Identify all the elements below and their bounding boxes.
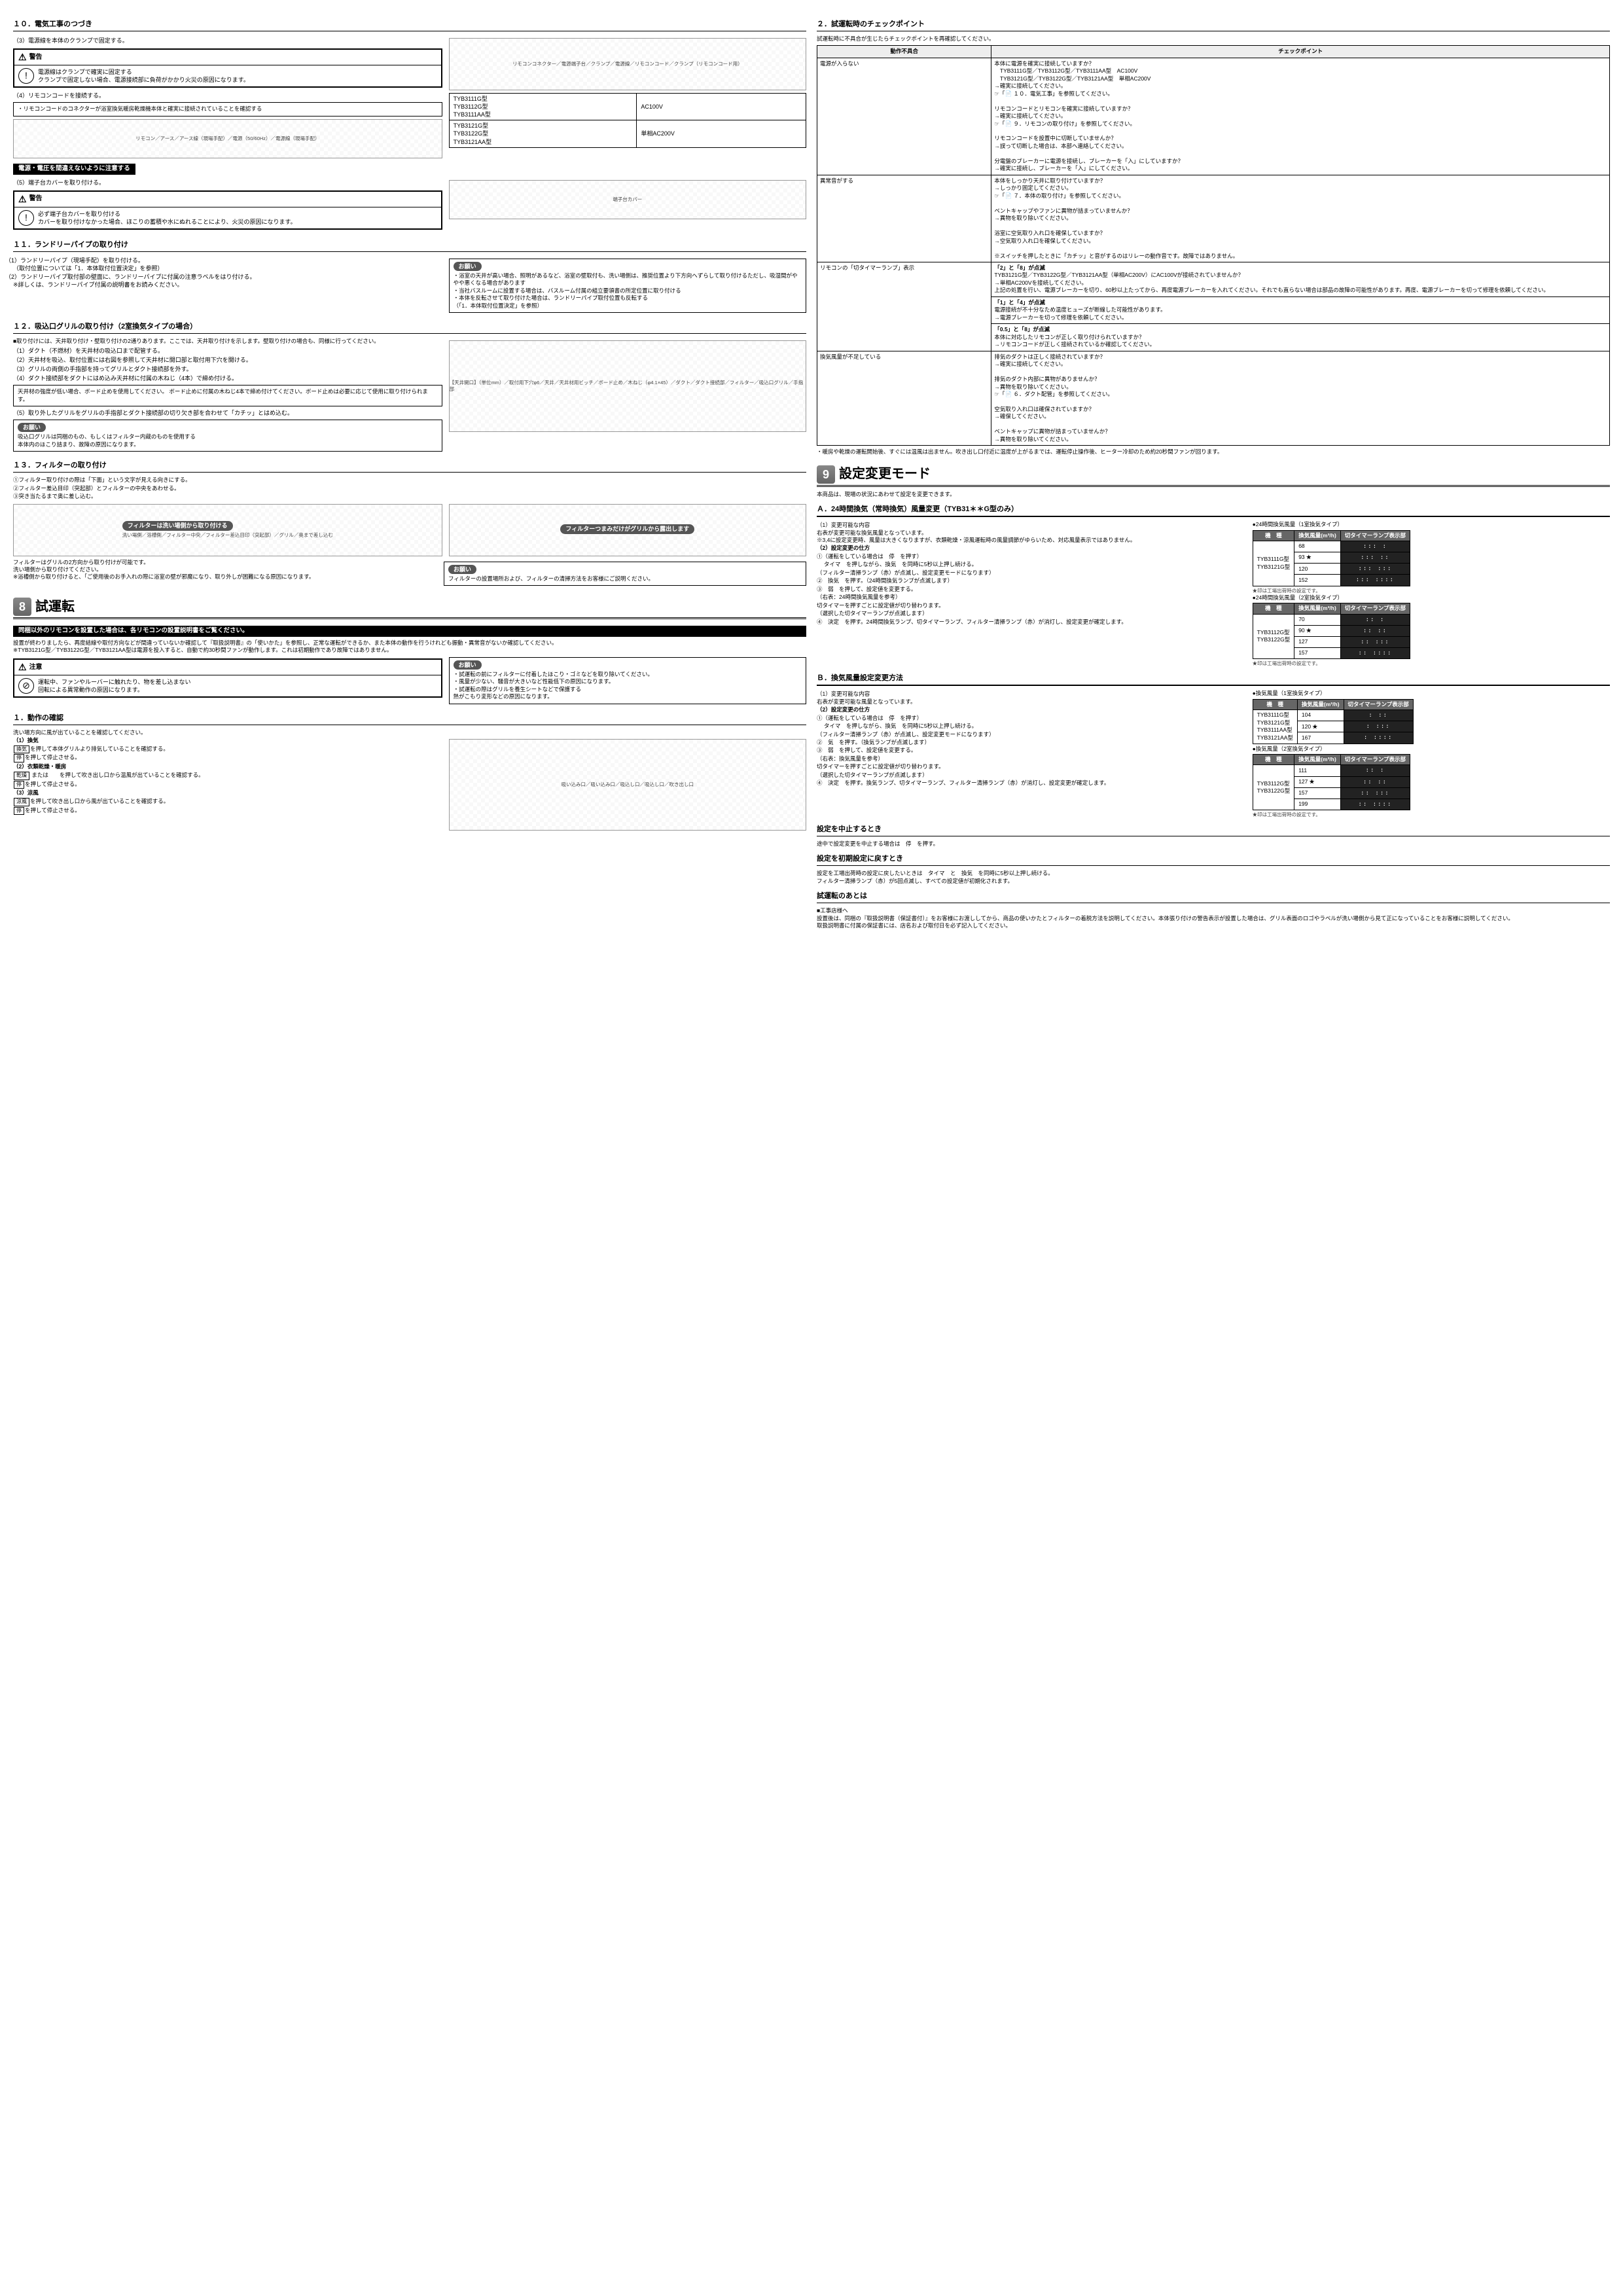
airflow-table-1room-24h: 機 種換気風量(m³/h)切タイマーランプ表示部 TYB3111G型 TYB31… — [1253, 530, 1410, 586]
s10-terminal-cover-figure: 端子台カバー — [449, 180, 806, 219]
warning-label: 警告 — [14, 192, 441, 207]
sec-op1-title: １．動作の確認 — [13, 713, 806, 725]
s11-l1: （1）ランドリーパイプ（現場手配）を取り付ける。 （取付位置については「1．本体… — [13, 257, 442, 272]
sec11-title: １１．ランドリーパイプの取り付け — [13, 240, 806, 252]
s10-p3: （3）電源線を本体のクランプで固定する。 — [21, 37, 442, 45]
s10-p4: （4）リモコンコードを接続する。 — [21, 92, 442, 99]
s13-filter-figure-left: フィルターは洗い場側から取り付ける洗い場側／浴槽側／フィルター中央／フィルター差… — [13, 504, 442, 556]
s8-note: お願い ・試運転の前にフィルターに付着したほこり・ゴミなどを取り除いてください。… — [449, 657, 806, 704]
s12-grille-figure: 【天井開口】（単位mm）／取付用下穴φ6／天井／天井材用ビッチ／ボード止め／木ね… — [449, 340, 806, 432]
s10-warning2: 警告 ! 必ず端子台カバーを取り付ける カバーを取り付けなかった場合、ほこりの蓄… — [13, 190, 442, 230]
model-voltage-table: TYB3111G型 TYB3112G型 TYB3111AA型AC100V TYB… — [449, 93, 806, 148]
kansou-button[interactable]: 乾燥 — [14, 772, 29, 780]
s11-note: お願い ・浴室の天井が高い場合、照明があるなど、浴室の壁取付も、洗い場側は、推奨… — [449, 259, 806, 313]
stop-button[interactable]: 停 — [14, 754, 24, 762]
stop-setting-title: 設定を中止するとき — [817, 825, 1610, 836]
s13-note: お願い フィルターの設置場所および、フィルターの清掃方法をお客様にご説明ください… — [444, 562, 806, 586]
s10-note1: ・リモコンコードのコネクターが浴室換気暖房乾燥機本体と確実に接続されていることを… — [13, 102, 442, 116]
s10-warning1: 警告 ! 電源線はクランプで確実に固定する クランプで固定しない場合、電源接続部… — [13, 48, 442, 88]
mandatory-icon: ! — [18, 68, 34, 84]
airflow-figure: 吸い込み口／吸い込み口／吸込し口／吸込し口／吹き出し口 — [449, 739, 806, 831]
airflow-table-2room-24h: 機 種換気風量(m³/h)切タイマーランプ表示部 TYB3112G型 TYB31… — [1253, 603, 1410, 659]
s10-p5: （5）端子台カバーを取り付ける。 — [21, 179, 442, 187]
section-number-icon: 8 — [13, 598, 31, 616]
note-pill: お願い — [454, 262, 482, 271]
s12-steps: （1）ダクト（不燃材）を天井材の吸込口まで配管する。 （2）天井材を吸込、取付位… — [13, 347, 442, 383]
s10-connector-figure: リモコンコネクター／電源端子台／クランプ／電源線／リモコンコード／クランプ（リモ… — [449, 38, 806, 90]
mandatory-icon: ! — [18, 210, 34, 226]
s12-intro: ■取り付けには、天井取り付け・壁取り付けの2通りあります。ここでは、天井取り付け… — [13, 338, 442, 345]
sec9B-title: Ｂ．換気風量設定変更方法 — [817, 673, 1610, 686]
sec9-heading: 9 設定変更モード — [817, 465, 1610, 487]
sec10-title: １０．電気工事のつづき — [13, 20, 806, 31]
sec12-title: １２．吸込口グリルの取り付け（2室換気タイプの場合） — [13, 322, 806, 334]
sec2-title: ２．試運転時のチェックポイント — [817, 20, 1610, 31]
s10-wiring-diagram: リモコン／アース／アース線（現場手配）／電源（50/60Hz）／電源線（現場手配… — [13, 119, 442, 158]
stop-button[interactable]: 停 — [14, 807, 24, 816]
kanki-button[interactable]: 換気 — [14, 745, 29, 754]
left-column: １０．電気工事のつづき （3）電源線を本体のクランプで固定する。 警告 ! 電源… — [13, 13, 806, 929]
airflow-table-1room: 機 種換気風量(m³/h)切タイマーランプ表示部 TYB3111G型 TYB31… — [1253, 699, 1414, 744]
ryofu-button[interactable]: 涼風 — [14, 798, 29, 806]
s10-voltage-warning-bar: 電源・電圧を間違えないように注意する — [13, 164, 135, 175]
s10-warn1-body: 電源線はクランプで確実に固定する クランプで固定しない場合、電源接続部に負荷がか… — [38, 68, 249, 84]
stop-button[interactable]: 停 — [14, 781, 24, 789]
s8-bar: 同梱以外のリモコンを設置した場合は、各リモコンの設置説明書をご覧ください。 — [13, 626, 806, 637]
reset-setting-title: 設定を初期設定に戻すとき — [817, 854, 1610, 866]
s11-l2: （2）ランドリーパイプ取付部の壁面に、ランドリーパイプに付属の注意ラベルをはり付… — [13, 273, 442, 289]
warning-label: 警告 — [14, 50, 441, 65]
sec9A-title: Ａ．24時間換気（常時換気）風量変更（TYB31＊＊G型のみ） — [817, 505, 1610, 517]
s8-caution: 注意 ⊘ 運転中、ファンやルーバーに触れたり、物を差し込まない 回転による異常動… — [13, 658, 442, 698]
prohibit-icon: ⊘ — [18, 678, 34, 694]
page-root: １０．電気工事のつづき （3）電源線を本体のクランプで固定する。 警告 ! 電源… — [13, 13, 1610, 929]
after-trial-title: 試運転のあとは — [817, 891, 1610, 903]
section-number-icon: 9 — [817, 465, 835, 484]
sec8-heading: 8 試運転 — [13, 598, 806, 619]
sec13-title: １３．フィルターの取り付け — [13, 461, 806, 473]
airflow-table-2room: 機 種換気風量(m³/h)切タイマーランプ表示部 TYB3112G型 TYB31… — [1253, 754, 1410, 810]
checkpoint-table: 動作不具合チェックポイント 電源が入らない 本体に電源を確実に接続していますか？… — [817, 45, 1610, 446]
s12-note: お願い 吸込口グリルは同梱のもの、もしくはフィルター内蔵のものを使用する 本体内… — [13, 420, 442, 452]
right-column: ２．試運転時のチェックポイント 試運転時に不具合が生じたらチェックポイントを再確… — [817, 13, 1610, 929]
s13-filter-figure-right: フィルターつまみだけがグリルから露出します — [449, 504, 806, 556]
s8-p1: 設置が終わりましたら、再度結線や取付方向などが間違っていないか確認して『取扱説明… — [13, 639, 806, 655]
